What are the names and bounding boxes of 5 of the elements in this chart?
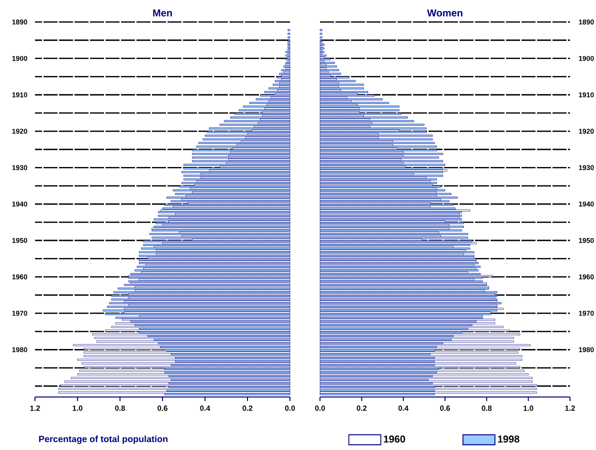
chart-title: Women: [427, 9, 462, 16]
legend-label: 1998: [498, 436, 520, 443]
legend-label: 1960: [384, 436, 406, 443]
chart-title: Men: [153, 9, 172, 16]
text: Percentage of total population: [39, 436, 168, 444]
